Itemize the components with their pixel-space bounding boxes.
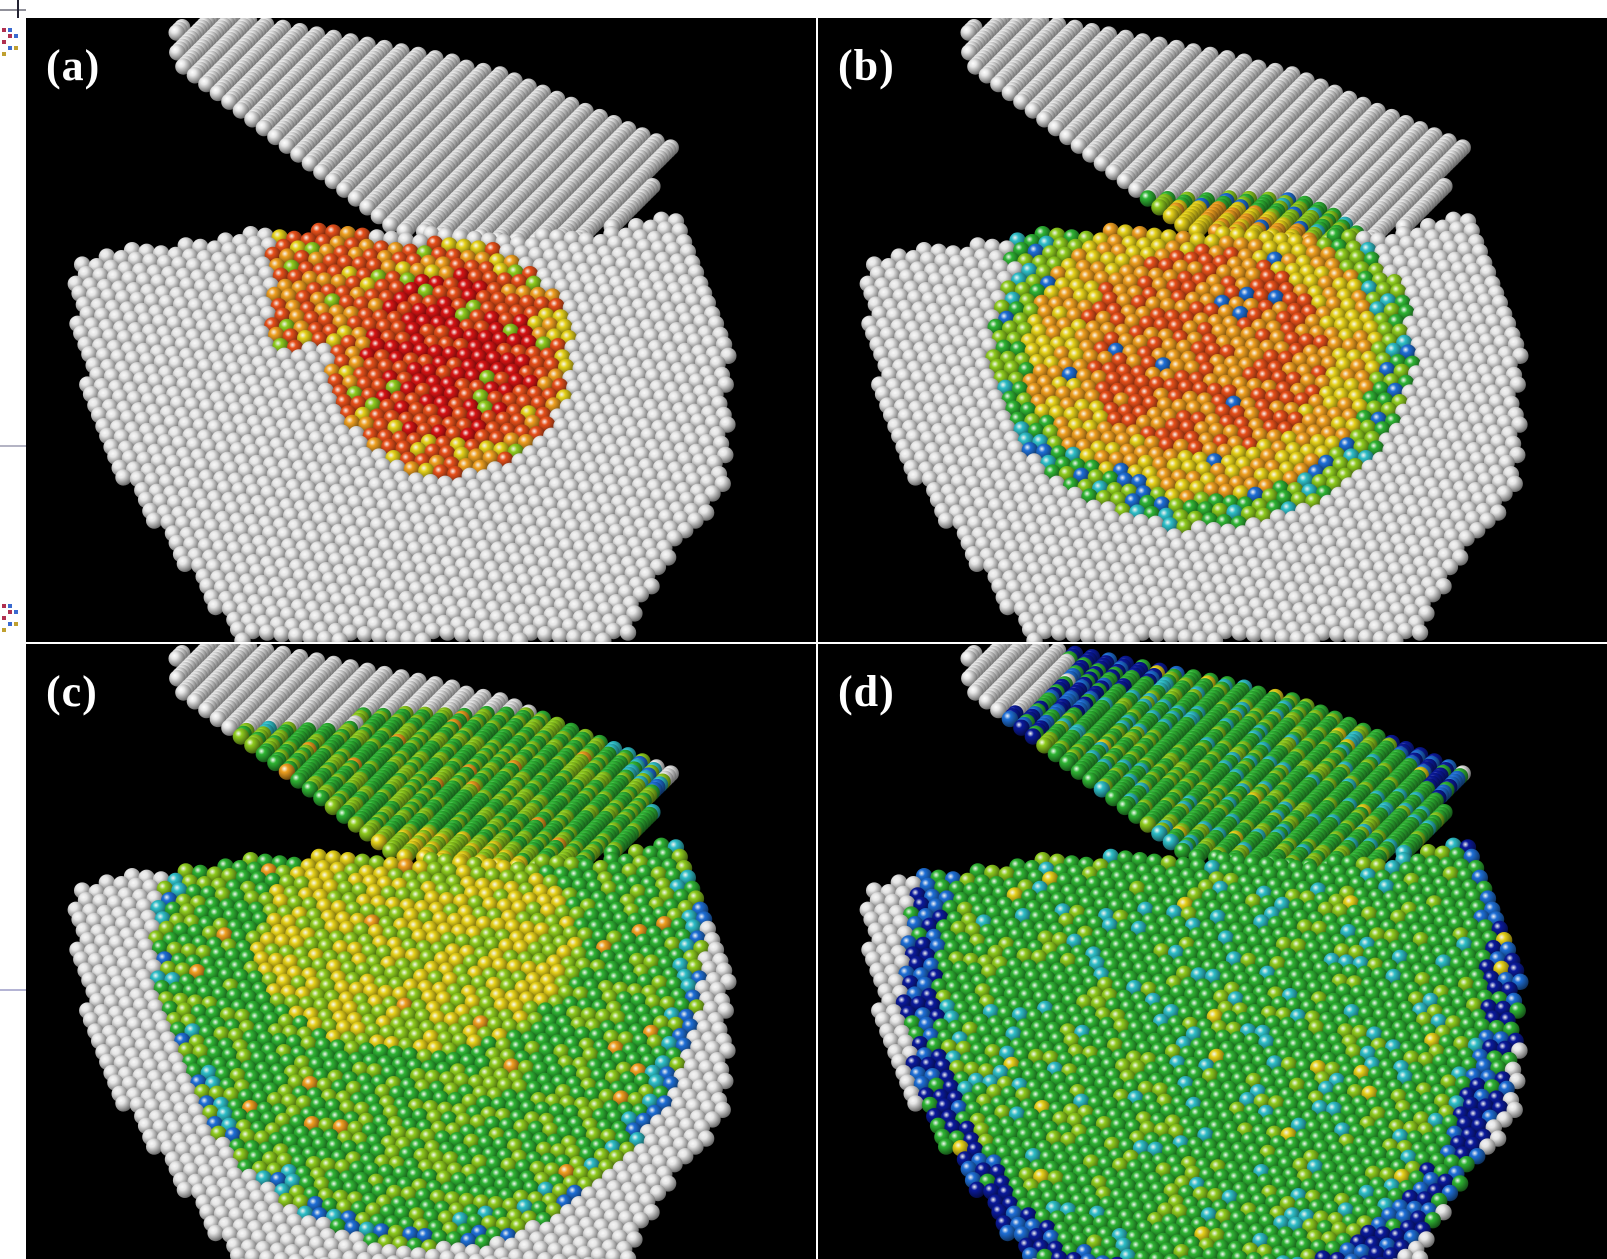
left-edge-artifacts — [0, 0, 26, 991]
panel-label-d: (d) — [838, 667, 895, 716]
atom-cluster-b — [818, 18, 1607, 642]
panel-label-b: (b) — [838, 41, 895, 90]
atoms — [67, 18, 737, 642]
panel-d: (d) — [818, 644, 1607, 1259]
panel-c: (c) — [26, 644, 816, 1259]
atom-cluster-d — [818, 644, 1607, 1259]
panel-a: (a) — [26, 18, 816, 642]
atom-cluster-a — [26, 18, 816, 642]
panel-label-c: (c) — [46, 667, 98, 716]
panel-b: (b) — [818, 18, 1607, 642]
atom-cluster-c — [26, 644, 816, 1259]
figure-grid: (a) (b) (c) (d) — [26, 18, 1607, 1259]
atoms — [859, 644, 1529, 1259]
atoms — [67, 644, 737, 1259]
atoms — [859, 18, 1529, 642]
panel-label-a: (a) — [46, 41, 101, 90]
